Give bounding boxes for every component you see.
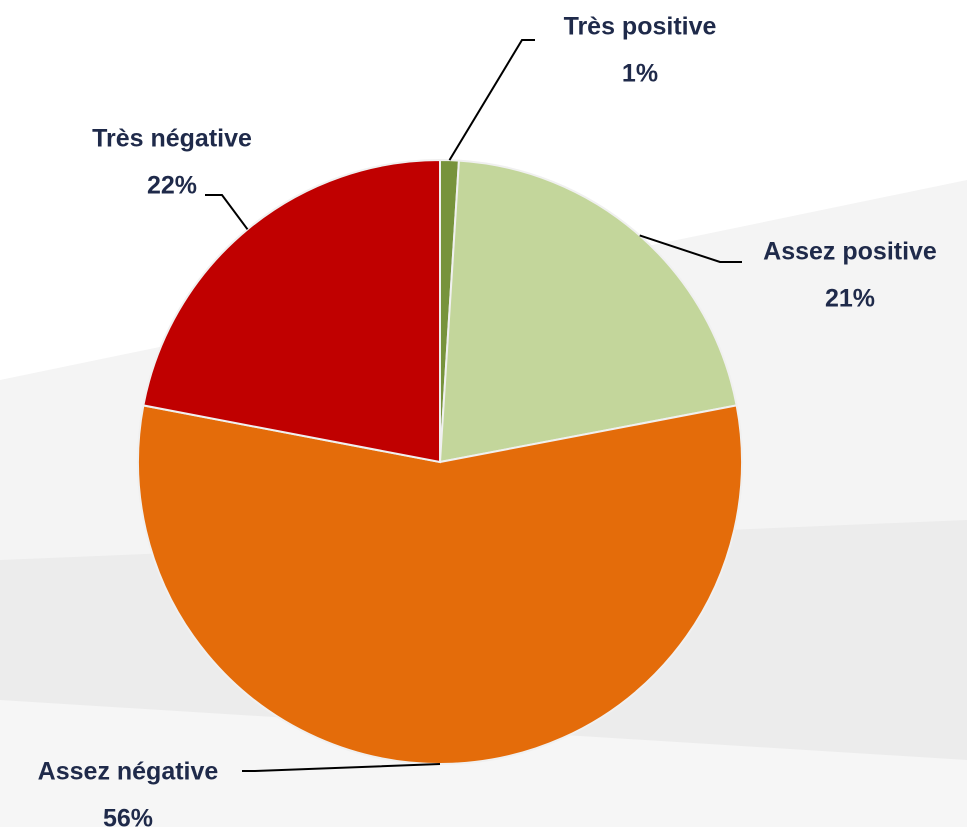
slice-label: Très positive [564, 13, 717, 41]
slice-value-label: 56% [103, 805, 153, 827]
leader-line [639, 234, 742, 263]
pie-slice [137, 404, 743, 765]
slice-label: Très négative [92, 125, 252, 153]
leader-line [205, 194, 249, 230]
slice-label: Assez négative [38, 758, 219, 786]
slice-value-label: 1% [622, 60, 658, 88]
leader-line [242, 763, 441, 772]
slice-label: Assez positive [763, 238, 937, 266]
background-shape [0, 700, 967, 827]
pie-slice [142, 158, 441, 464]
slice-value-label: 21% [825, 285, 875, 313]
slice-value-label: 22% [147, 172, 197, 200]
leader-line [448, 39, 535, 161]
